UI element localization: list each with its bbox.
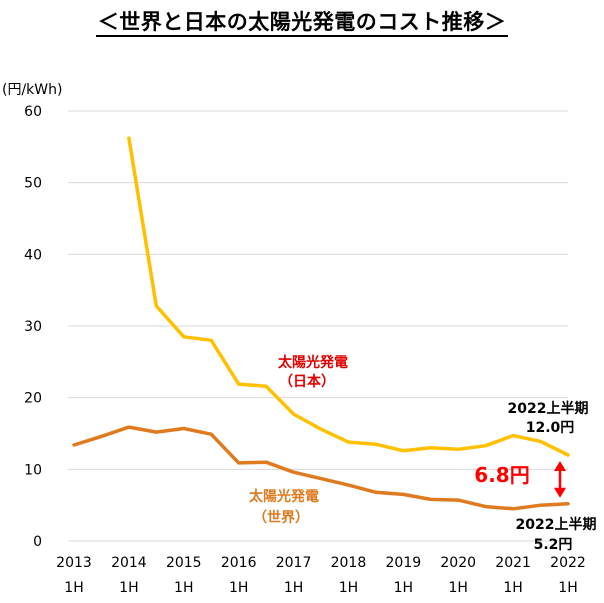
y-tick-label: 40	[24, 247, 42, 263]
x-tick-half: 1H	[394, 580, 413, 596]
annotation-world-value: 5.2円	[534, 537, 573, 553]
gap-arrow	[554, 461, 566, 498]
series-lines	[72, 136, 570, 511]
x-tick-half: 1H	[229, 580, 248, 596]
x-tick-year: 2019	[386, 555, 422, 571]
x-tick-half: 1H	[119, 580, 138, 596]
chart-title: ＜世界と日本の太陽光発電のコスト推移＞	[0, 6, 604, 37]
x-tick-year: 2022	[550, 555, 586, 571]
x-tick-year: 2015	[166, 555, 202, 571]
y-axis-unit-label: (円/kWh)	[2, 82, 63, 98]
gap-arrow-head-up	[554, 461, 566, 471]
y-tick-label: 50	[24, 176, 42, 192]
annotation-japan-period: 2022上半期	[508, 400, 589, 417]
x-tick-year: 2016	[221, 555, 257, 571]
x-tick-year: 2018	[331, 555, 367, 571]
x-tick-half: 1H	[284, 580, 303, 596]
gap-arrow-head-down	[554, 487, 566, 498]
series-label-japan-region: （日本）	[279, 373, 335, 390]
y-tick-label: 30	[24, 319, 42, 335]
annotation-world-period: 2022上半期	[516, 516, 597, 533]
series-label-world-region: （世界）	[253, 509, 309, 526]
series-label-japan: 太陽光発電	[278, 354, 348, 371]
x-axis-ticks: 2013 1H 2014 1H 2015 1H 2016 1H 2017 1H 2018 1H 2019…	[56, 555, 586, 596]
y-tick-label: 20	[24, 391, 42, 407]
y-tick-label: 10	[24, 462, 42, 478]
x-tick-year: 2013	[56, 555, 92, 571]
series-label-world: 太陽光発電	[249, 488, 319, 505]
x-tick-half: 1H	[558, 580, 577, 596]
annotation-japan-value: 12.0円	[526, 420, 575, 436]
x-tick-half: 1H	[503, 580, 522, 596]
y-tick-label: 0	[33, 534, 42, 550]
x-tick-year: 2021	[495, 555, 531, 571]
x-tick-half: 1H	[64, 580, 83, 596]
x-tick-half: 1H	[449, 580, 468, 596]
y-axis-ticks: 0 10 20 30 40 50 60	[24, 104, 42, 550]
x-tick-half: 1H	[339, 580, 358, 596]
x-tick-year: 2017	[276, 555, 312, 571]
x-tick-year: 2020	[440, 555, 476, 571]
annotation-gap-value: 6.8円	[474, 463, 529, 487]
gridlines	[68, 110, 568, 542]
series-line-japan	[127, 136, 570, 457]
y-tick-label: 60	[24, 104, 42, 120]
x-tick-half: 1H	[174, 580, 193, 596]
series-line-world	[72, 425, 570, 511]
x-tick-year: 2014	[111, 555, 147, 571]
